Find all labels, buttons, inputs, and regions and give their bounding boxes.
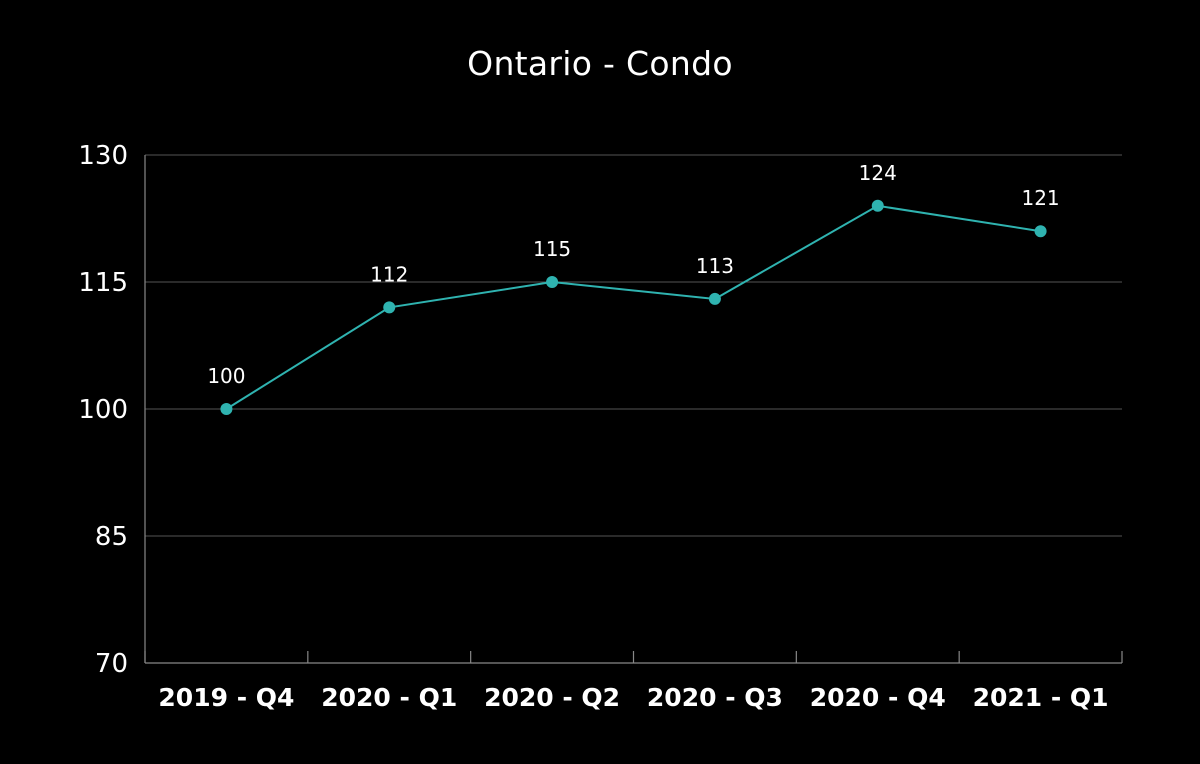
y-tick-label-115: 115	[78, 268, 128, 298]
data-points	[220, 199, 1047, 415]
x-tick-label-2: 2020 - Q2	[484, 683, 620, 712]
data-point-4	[871, 199, 884, 212]
data-labels: 100 112 115 113 124 121	[207, 161, 1059, 388]
data-label-2: 115	[533, 237, 571, 261]
data-label-5: 121	[1021, 186, 1059, 210]
data-label-0: 100	[207, 364, 245, 388]
series-line	[225, 204, 1041, 410]
data-label-4: 124	[859, 161, 897, 185]
data-label-1: 112	[370, 262, 408, 286]
series-line-layer	[225, 204, 1041, 410]
y-tick-label-130: 130	[78, 141, 128, 171]
y-axis-ticks: 70 85 100 115 130	[78, 141, 128, 679]
data-label-3: 113	[696, 254, 734, 278]
y-tick-label-100: 100	[78, 395, 128, 425]
x-axis-ticks: 2019 - Q4 2020 - Q1 2020 - Q2 2020 - Q3 2020…	[158, 683, 1108, 712]
data-point-1	[383, 301, 396, 314]
axes	[144, 155, 1123, 664]
gridlines	[145, 154, 1122, 537]
data-point-0	[220, 403, 233, 415]
y-tick-label-70: 70	[95, 649, 128, 679]
data-point-2	[546, 276, 559, 288]
data-point-5	[1034, 225, 1047, 238]
y-tick-label-85: 85	[95, 522, 128, 552]
x-tick-label-5: 2021 - Q1	[973, 683, 1109, 712]
x-tick-label-4: 2020 - Q4	[810, 683, 946, 712]
x-tick-label-3: 2020 - Q3	[647, 683, 783, 712]
data-point-3	[708, 292, 721, 305]
chart-title: Ontario - Condo	[467, 44, 733, 83]
x-tick-label-1: 2020 - Q1	[321, 683, 457, 712]
x-tick-label-0: 2019 - Q4	[158, 683, 294, 712]
